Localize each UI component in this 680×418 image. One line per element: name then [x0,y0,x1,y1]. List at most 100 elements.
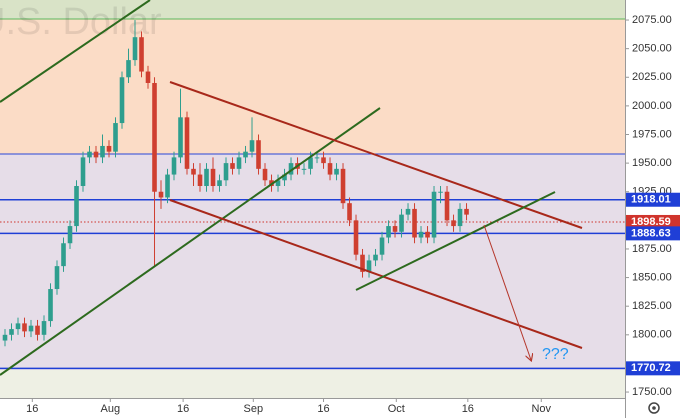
y-tick-label: 2075.00 [632,14,672,26]
candle-body [451,220,456,227]
candle-body [113,123,118,152]
candle-body [15,323,21,330]
price-label: 1898.59 [631,216,671,228]
candle-body [145,71,151,83]
candle-body [301,168,307,170]
y-tick-label: 1975.00 [632,128,672,140]
candle-body [74,186,79,227]
candle-body [210,168,216,187]
candle-body [412,208,417,238]
candle-body [379,237,385,255]
candle-body [197,174,203,187]
candle-body [165,174,170,198]
price-label-box [626,226,680,241]
candle-body [119,77,125,124]
candle-body [236,157,242,169]
x-tick-label: Nov [531,403,551,415]
candle-body [132,37,138,61]
x-tick-label: Oct [388,403,405,415]
y-tick-label: 1750.00 [632,386,672,398]
plot-area: U.S. Dollar ??? [0,0,625,398]
candle-body [334,168,339,175]
candle-body [2,334,8,341]
forecast-arrow [483,224,531,360]
candle-body [288,163,294,175]
price-lines [0,198,625,370]
candle-body [431,191,437,238]
candle-body [438,191,443,193]
candle-body [314,157,320,159]
candle-body [249,140,255,152]
candle-body [158,191,164,198]
x-tick-label: 16 [177,403,189,415]
candle-body [444,191,450,221]
candle-body [327,163,333,175]
y-tick-label: 1800.00 [632,329,672,341]
candle-body [405,208,411,215]
trend-line [0,0,151,103]
candle-body [366,260,372,272]
candle-body [9,329,14,335]
candle-body [256,140,261,169]
candle-body [67,226,73,244]
price-axis [625,0,680,418]
settings-icon[interactable] [648,402,660,414]
y-tick-label: 2000.00 [632,100,672,112]
price-label: 1770.72 [631,362,671,374]
candle-body [87,151,92,158]
candle-body [353,220,359,255]
candle-body [54,266,60,290]
candle-body [275,180,281,187]
y-tick-label: 1850.00 [632,271,672,283]
candle-body [204,168,209,187]
y-tick-label: 2050.00 [632,43,672,55]
candle-body [106,145,112,152]
candle-body [48,289,53,322]
zone-top [0,0,625,19]
candle-body [230,163,235,169]
candle-body [308,157,313,169]
candle-body [243,151,248,158]
candle-body [191,168,196,175]
candle-body [340,168,346,204]
zone-purple [0,154,625,370]
candle-body [178,117,183,158]
candle-body [100,145,105,158]
candle-body [386,226,391,238]
candles [2,20,469,347]
candle-body [171,157,177,175]
price-label: 1918.01 [631,194,671,206]
axes: 1750.001800.001825.001850.001875.001925.… [26,14,680,415]
trend-line [0,107,381,376]
price-label-box [626,361,680,376]
y-tick-label: 2025.00 [632,71,672,83]
candle-body [126,60,131,78]
candle-body [457,208,463,227]
candle-body [392,226,398,232]
x-tick-label: 16 [462,403,474,415]
price-label-box [626,214,680,229]
candle-body [217,180,222,187]
price-label-box [626,192,680,207]
channel-line [169,81,583,229]
x-tick-label: 16 [317,403,329,415]
candle-body [282,174,287,181]
x-tick-label: Sep [244,403,264,415]
annotation: ??? [542,346,569,363]
candle-body [152,82,157,192]
candle-body [425,231,430,238]
x-tick-label: 16 [26,403,38,415]
candle-body [22,323,27,332]
candle-body [464,208,469,215]
x-tick-label: Aug [101,403,121,415]
y-tick-label: 1875.00 [632,243,672,255]
y-tick-label: 1825.00 [632,300,672,312]
candle-body [93,151,99,158]
candle-body [223,163,229,181]
candle-body [41,321,47,335]
zone-bottom [0,370,625,398]
price-label: 1888.63 [631,227,671,239]
candle-body [28,325,34,332]
